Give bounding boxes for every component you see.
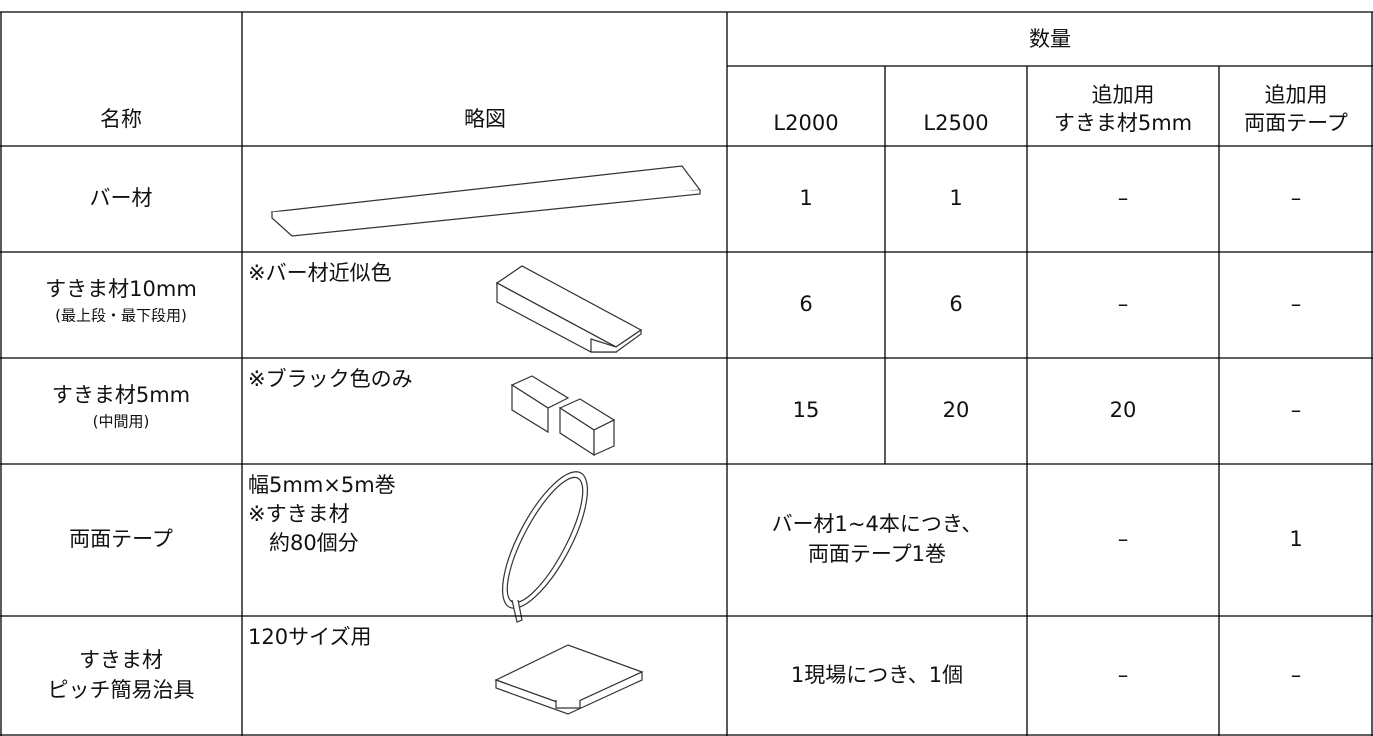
cell: – [1118,292,1129,316]
row-note: ※ブラック色のみ [248,367,413,391]
row-name: すきま材10mm [45,277,197,301]
cell: – [1291,186,1302,210]
row-name: すきま材 [79,648,163,672]
row-name: すきま材5mm [52,383,190,407]
cell: 1 [799,186,812,210]
column-header: 追加用 [1092,83,1155,107]
row-note: 約80個分 [269,531,359,555]
row-note: 120サイズ用 [248,625,371,649]
cell: – [1118,527,1129,551]
cell: – [1118,186,1129,210]
diagram-block [495,265,643,354]
cell: バー材1~4本につき、 [772,512,983,536]
row-name: バー材 [90,186,153,210]
cell: 6 [799,292,812,316]
cell: 15 [793,398,820,422]
header-diagram: 略図 [464,107,506,131]
diagram-channels [510,375,616,457]
row-name: ピッチ簡易治具 [48,678,195,702]
row-note: 幅5mm×5m巻 [248,473,396,497]
row-note: ※すきま材 [248,502,350,526]
row-note: ※バー材近似色 [248,261,392,285]
cell: – [1291,292,1302,316]
cell: – [1118,663,1129,687]
row-name-sub: (最上段・最下段用) [55,307,187,325]
cell: 両面テープ1巻 [808,542,946,566]
row-name: 両面テープ [69,527,173,551]
column-header: L2500 [923,111,988,135]
row-name-sub: (中間用) [93,413,150,431]
header-name: 名称 [100,107,142,131]
diagram-tape [501,471,589,623]
diagram-plate [494,644,644,715]
cell: 20 [943,398,970,422]
diagram-bar [270,165,702,237]
column-header: 両面テープ [1244,111,1348,135]
column-header: すきま材5mm [1054,111,1192,135]
header-quantity: 数量 [1029,27,1071,51]
cell: 1 [1289,527,1302,551]
cell: – [1291,663,1302,687]
cell: 20 [1110,398,1137,422]
column-header: 追加用 [1265,83,1328,107]
column-header: L2000 [773,111,838,135]
cell: 1現場につき、1個 [791,663,963,687]
cell: 1 [949,186,962,210]
cell: – [1291,398,1302,422]
cell: 6 [949,292,962,316]
